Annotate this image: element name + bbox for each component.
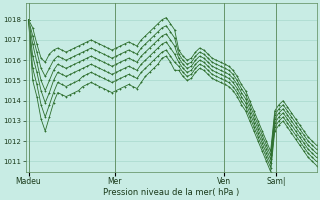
X-axis label: Pression niveau de la mer( hPa ): Pression niveau de la mer( hPa ) bbox=[103, 188, 239, 197]
